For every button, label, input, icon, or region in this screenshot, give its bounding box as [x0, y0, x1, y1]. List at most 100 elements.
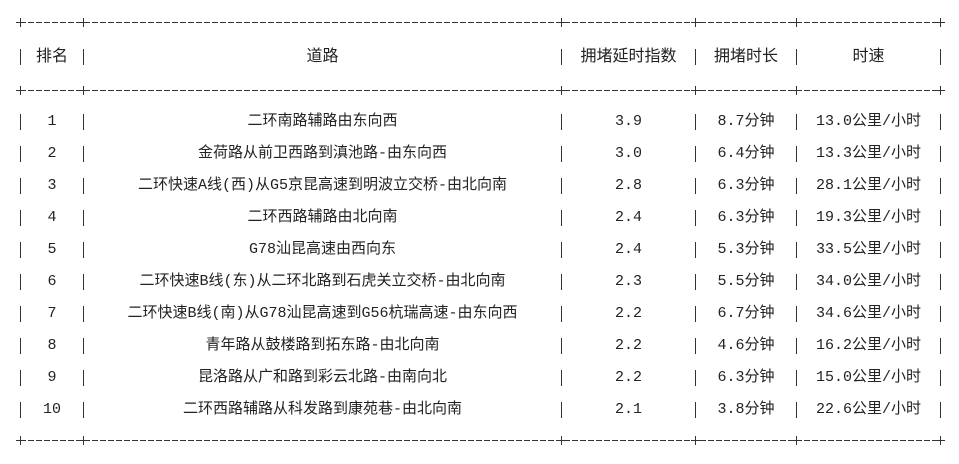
column-separator	[796, 402, 797, 418]
header-duration: 拥堵时长	[713, 48, 778, 66]
column-separator	[83, 274, 84, 290]
column-separator	[83, 338, 84, 354]
column-separator	[695, 306, 696, 322]
corner-plus	[691, 86, 700, 95]
cell-delay-index: 2.3	[614, 273, 642, 290]
cell-duration: 8.7分钟	[717, 113, 775, 130]
column-separator	[83, 146, 84, 162]
cell-road: G78汕昆高速由西向东	[248, 241, 396, 258]
column-separator	[83, 402, 84, 418]
corner-plus	[792, 436, 801, 445]
column-separator	[940, 178, 941, 194]
cell-duration: 6.7分钟	[717, 305, 775, 322]
cell-speed: 34.6公里/小时	[815, 305, 921, 322]
corner-plus	[936, 18, 945, 27]
column-separator	[83, 370, 84, 386]
column-separator	[561, 370, 562, 386]
cell-delay-index: 2.2	[614, 337, 642, 354]
column-separator	[940, 370, 941, 386]
corner-plus	[557, 436, 566, 445]
column-separator	[83, 49, 84, 65]
column-separator	[83, 178, 84, 194]
column-separator	[20, 338, 21, 354]
cell-delay-index: 2.8	[614, 177, 642, 194]
cell-road: 昆洛路从广和路到彩云北路-由南向北	[197, 369, 447, 386]
header-road: 道路	[306, 48, 339, 66]
cell-rank: 2	[47, 145, 57, 162]
table-row: 7 二环快速B线(南)从G78汕昆高速到G56杭瑞高速-由东向西 2.2 6.7分钟 3…	[0, 298, 959, 330]
cell-duration: 5.3分钟	[717, 241, 775, 258]
cell-road: 二环南路辅路由东向西	[247, 113, 398, 130]
column-separator	[695, 402, 696, 418]
column-separator	[796, 306, 797, 322]
cell-road: 二环西路辅路从科发路到康苑巷-由北向南	[182, 401, 462, 418]
cell-speed: 13.0公里/小时	[815, 113, 921, 130]
cell-rank: 10	[42, 401, 61, 418]
table-row: 8 青年路从鼓楼路到拓东路-由北向南 2.2 4.6分钟 16.2公里/小时	[0, 330, 959, 362]
header-speed: 时速	[852, 48, 885, 66]
column-separator	[20, 210, 21, 226]
table-row: 3 二环快速A线(西)从G5京昆高速到明波立交桥-由北向南 2.8 6.3分钟 28.1…	[0, 170, 959, 202]
cell-duration: 6.4分钟	[717, 145, 775, 162]
cell-speed: 16.2公里/小时	[815, 337, 921, 354]
column-separator	[796, 210, 797, 226]
column-separator	[940, 274, 941, 290]
cell-rank: 7	[47, 305, 57, 322]
column-separator	[561, 242, 562, 258]
column-separator	[83, 242, 84, 258]
cell-delay-index: 3.0	[614, 145, 642, 162]
table-row: 1 二环南路辅路由东向西 3.9 8.7分钟 13.0公里/小时	[0, 106, 959, 138]
cell-road: 二环快速B线(南)从G78汕昆高速到G56杭瑞高速-由东向西	[127, 305, 518, 322]
table-row: 2 金荷路从前卫西路到滇池路-由东向西 3.0 6.4分钟 13.3公里/小时	[0, 138, 959, 170]
table-header: 排名 道路 拥堵延时指数 拥堵时长 时速	[0, 41, 959, 73]
corner-plus	[936, 86, 945, 95]
corner-plus	[936, 436, 945, 445]
column-separator	[940, 402, 941, 418]
cell-delay-index: 3.9	[614, 113, 642, 130]
column-separator	[695, 146, 696, 162]
column-separator	[940, 210, 941, 226]
cell-road: 二环西路辅路由北向南	[247, 209, 398, 226]
column-separator	[940, 242, 941, 258]
cell-duration: 6.3分钟	[717, 369, 775, 386]
header-delay-index: 拥堵延时指数	[580, 48, 677, 66]
corner-plus	[792, 86, 801, 95]
column-separator	[561, 114, 562, 130]
column-separator	[20, 178, 21, 194]
column-separator	[695, 274, 696, 290]
cell-speed: 28.1公里/小时	[815, 177, 921, 194]
table-row: 5 G78汕昆高速由西向东 2.4 5.3分钟 33.5公里/小时	[0, 234, 959, 266]
table-divider	[20, 90, 941, 91]
column-separator	[561, 274, 562, 290]
column-separator	[20, 49, 21, 65]
table-row: 10 二环西路辅路从科发路到康苑巷-由北向南 2.1 3.8分钟 22.6公里/小时	[0, 394, 959, 426]
column-separator	[695, 242, 696, 258]
table-row: 4 二环西路辅路由北向南 2.4 6.3分钟 19.3公里/小时	[0, 202, 959, 234]
cell-rank: 3	[47, 177, 57, 194]
column-separator	[695, 178, 696, 194]
column-separator	[940, 49, 941, 65]
column-separator	[695, 114, 696, 130]
column-separator	[20, 274, 21, 290]
cell-delay-index: 2.2	[614, 305, 642, 322]
column-separator	[20, 370, 21, 386]
corner-plus	[79, 86, 88, 95]
column-separator	[796, 370, 797, 386]
cell-rank: 6	[47, 273, 57, 290]
cell-delay-index: 2.2	[614, 369, 642, 386]
corner-plus	[792, 18, 801, 27]
column-separator	[83, 210, 84, 226]
cell-rank: 5	[47, 241, 57, 258]
column-separator	[940, 146, 941, 162]
cell-delay-index: 2.4	[614, 241, 642, 258]
cell-delay-index: 2.4	[614, 209, 642, 226]
column-separator	[20, 146, 21, 162]
column-separator	[561, 210, 562, 226]
table-divider	[20, 440, 941, 441]
column-separator	[83, 306, 84, 322]
cell-speed: 13.3公里/小时	[815, 145, 921, 162]
corner-plus	[691, 18, 700, 27]
corner-plus	[79, 436, 88, 445]
column-separator	[695, 210, 696, 226]
column-separator	[796, 274, 797, 290]
